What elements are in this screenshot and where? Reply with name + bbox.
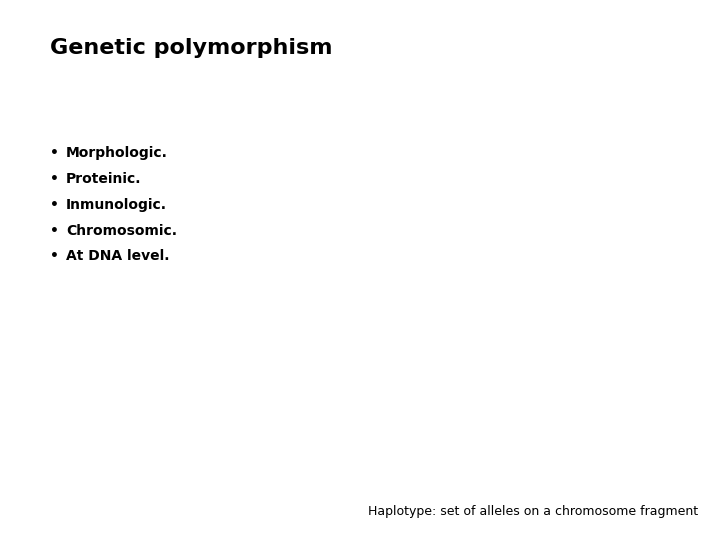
Text: •: • xyxy=(50,198,59,212)
Text: •: • xyxy=(50,249,59,264)
Text: Haplotype: set of alleles on a chromosome fragment: Haplotype: set of alleles on a chromosom… xyxy=(368,505,698,518)
Text: Inmunologic.: Inmunologic. xyxy=(66,198,167,212)
Text: •: • xyxy=(50,172,59,186)
Text: Morphologic.: Morphologic. xyxy=(66,146,168,160)
Text: At DNA level.: At DNA level. xyxy=(66,249,170,264)
Text: Genetic polymorphism: Genetic polymorphism xyxy=(50,38,333,58)
Text: •: • xyxy=(50,146,59,160)
Text: •: • xyxy=(50,224,59,238)
Text: Proteinic.: Proteinic. xyxy=(66,172,142,186)
Text: Chromosomic.: Chromosomic. xyxy=(66,224,177,238)
